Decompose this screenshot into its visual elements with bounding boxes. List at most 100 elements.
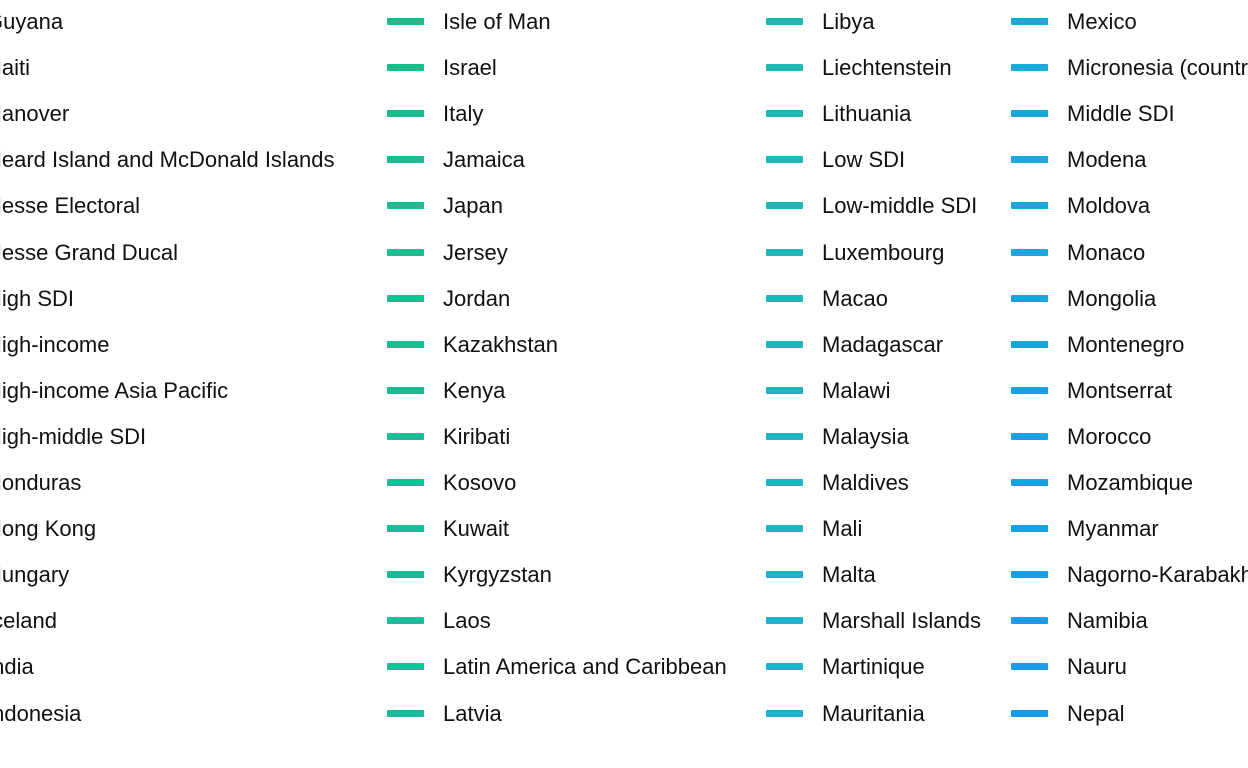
legend-swatch: [387, 617, 424, 625]
legend-label: Guyana: [0, 9, 64, 34]
legend-label: Jersey: [443, 239, 508, 265]
legend-label: Mali: [822, 516, 863, 542]
legend-swatch: [1011, 432, 1048, 440]
legend-swatch: [766, 248, 803, 256]
legend-label: Malaysia: [822, 423, 909, 449]
legend-label: Malawi: [822, 377, 891, 403]
legend-label: Nagorno-Karabakh: [1067, 562, 1248, 588]
legend-swatch: [766, 571, 803, 579]
legend-swatch: [387, 202, 424, 210]
legend-swatch: [1011, 156, 1048, 164]
legend-swatch: [1011, 64, 1048, 72]
legend-label: Latvia: [443, 700, 502, 726]
legend-label: Kiribati: [443, 423, 511, 449]
legend-label: Mexico: [1067, 9, 1137, 34]
legend-swatch: [766, 663, 803, 671]
legend-swatch: [766, 294, 803, 302]
legend-label: Nepal: [1067, 700, 1125, 726]
legend-label: Lithuania: [822, 101, 912, 127]
legend-swatch: [1011, 617, 1048, 625]
legend-swatch: [387, 432, 424, 440]
legend-label: Marshall Islands: [822, 608, 981, 634]
legend-swatch: [1011, 248, 1048, 256]
legend-label: Myanmar: [1067, 516, 1159, 542]
legend-label: Low-middle SDI: [822, 193, 978, 219]
legend-swatch: [766, 386, 803, 394]
legend-label: Morocco: [1067, 423, 1152, 449]
legend-swatch: [387, 386, 424, 394]
legend-label: High-income: [0, 331, 110, 357]
legend-swatch: [766, 617, 803, 625]
legend-label: Italy: [443, 101, 484, 127]
legend-label: Israel: [443, 55, 497, 81]
legend-swatch: [766, 709, 803, 717]
legend-swatch: [766, 479, 803, 486]
legend-label: Japan: [443, 193, 503, 219]
legend-swatch: [387, 525, 424, 533]
legend-swatch: [1011, 571, 1048, 579]
legend-label: Libya: [822, 9, 875, 34]
legend-swatch: [766, 156, 803, 164]
legend-label: Liechtenstein: [822, 55, 952, 81]
legend-label: High-middle SDI: [0, 423, 147, 449]
legend-label: High SDI: [0, 285, 75, 311]
legend-swatch: [766, 432, 803, 440]
legend-label: Jamaica: [443, 147, 525, 173]
legend-label: Mongolia: [1067, 285, 1157, 311]
legend-label: Modena: [1067, 147, 1147, 173]
legend-swatch: [387, 156, 424, 164]
legend-swatch: [387, 663, 424, 671]
legend-swatch: [1011, 709, 1048, 717]
legend-label: Martinique: [822, 654, 925, 680]
legend-label: Mozambique: [1067, 470, 1193, 495]
legend-label: Mauritania: [822, 700, 925, 726]
legend-label: Hong Kong: [0, 516, 97, 542]
legend-swatch: [1011, 110, 1048, 118]
legend-label: Indonesia: [0, 700, 82, 726]
legend-label: Madagascar: [822, 331, 944, 357]
legend-swatch: [766, 110, 803, 118]
legend-swatch: [387, 248, 424, 256]
legend-label: Nauru: [1067, 654, 1127, 680]
legend-label: Micronesia (country): [1067, 55, 1248, 81]
legend-swatch: [387, 479, 424, 486]
legend-label: Kuwait: [443, 516, 510, 542]
legend-label: Hesse Grand Ducal: [0, 239, 178, 265]
legend-label: Hanover: [0, 101, 70, 127]
legend-label: Macao: [822, 285, 889, 311]
legend-swatch: [387, 110, 424, 118]
legend-swatch: [766, 525, 803, 533]
legend-swatch: [1011, 525, 1048, 533]
legend-label: Laos: [443, 608, 491, 634]
legend-swatch: [1011, 340, 1048, 348]
legend-label: Honduras: [0, 470, 82, 495]
legend-label: Malta: [822, 562, 876, 588]
legend-swatch: [1011, 386, 1048, 394]
legend-label: Isle of Man: [443, 9, 551, 34]
legend-swatch: [1011, 202, 1048, 210]
legend-swatch: [387, 18, 424, 25]
legend-label: Low SDI: [822, 147, 906, 173]
legend-label: Hesse Electoral: [0, 193, 141, 219]
legend-swatch: [387, 571, 424, 579]
legend-label: Luxembourg: [822, 239, 945, 265]
legend-label: Monaco: [1067, 239, 1146, 265]
legend-label: High-income Asia Pacific: [0, 377, 229, 403]
legend-label: Montserrat: [1067, 377, 1173, 403]
legend-swatch: [387, 709, 424, 717]
legend-label: Hungary: [0, 562, 70, 588]
legend-label: Jordan: [443, 285, 511, 311]
legend-swatch: [1011, 18, 1048, 25]
legend-label: Iceland: [0, 608, 57, 634]
legend-swatch: [766, 18, 803, 25]
legend-swatch: [1011, 479, 1048, 486]
legend-swatch: [766, 64, 803, 72]
legend-swatch: [766, 340, 803, 348]
legend-label: Heard Island and McDonald Islands: [0, 147, 335, 173]
legend-label: Kenya: [443, 377, 506, 403]
legend-label: Moldova: [1067, 193, 1151, 219]
legend-label: Kyrgyzstan: [443, 562, 552, 588]
legend-label: Maldives: [822, 470, 909, 495]
legend-label: Latin America and Caribbean: [443, 654, 727, 680]
legend-label: Kosovo: [443, 470, 517, 495]
